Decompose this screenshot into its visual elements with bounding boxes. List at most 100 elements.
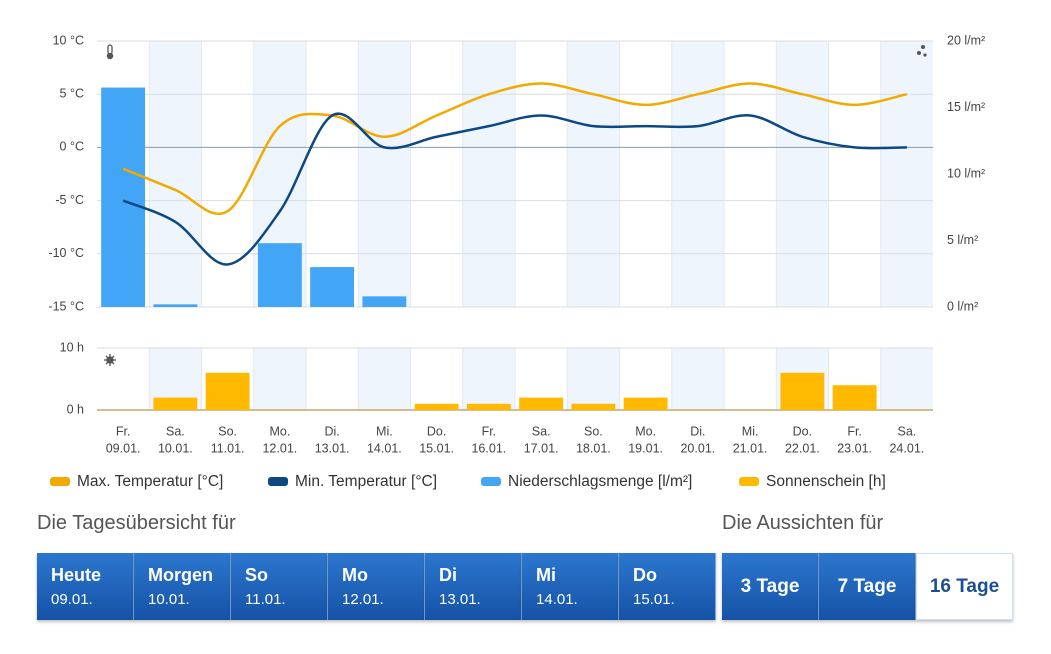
background [148, 41, 933, 410]
bar [362, 296, 407, 307]
column-stripe [671, 41, 724, 307]
x-tick-date: 21.01. [733, 441, 768, 455]
outlook-option[interactable]: 16 Tage [916, 553, 1013, 620]
y2-tick-label: 10 l/m² [947, 166, 985, 180]
x-tick-label: Mo. [635, 424, 656, 438]
outlook-option[interactable]: 3 Tage [722, 553, 819, 620]
tab-label: Mi [536, 565, 556, 585]
x-tick-date: 17.01. [524, 441, 559, 455]
y-tick-label: 0 h [67, 402, 84, 416]
bar [101, 87, 146, 307]
bar [153, 397, 198, 410]
bar [310, 267, 355, 307]
x-tick-label: Di. [690, 424, 705, 438]
day-tabs: Heute 09.01. Morgen 10.01. So 11.01. Mo 12.01. D… [37, 553, 716, 620]
x-tick-label: So. [218, 424, 237, 438]
y2-tick-label: 5 l/m² [947, 233, 978, 247]
column-stripe [149, 41, 202, 307]
x-tick-date: 11.01. [211, 441, 245, 455]
x-tick-date: 15.01. [419, 441, 454, 455]
bar [205, 372, 250, 410]
day-tab[interactable]: Mo 12.01. [328, 553, 425, 620]
y-tick-label: -15 °C [48, 299, 84, 313]
outlook-title: Die Aussichten für [722, 512, 884, 534]
line [122, 82, 908, 215]
column-stripe [358, 348, 411, 410]
x-tick-label: Do. [793, 424, 812, 438]
day-tab[interactable]: Di 13.01. [425, 553, 522, 620]
x-tick-label: Mi. [376, 424, 393, 438]
x-tick-label: Fr. [847, 424, 862, 438]
tab-date: 13.01. [439, 591, 481, 608]
column-stripe [776, 41, 829, 307]
y-tick-label: -5 °C [55, 193, 84, 207]
tab-date: 10.01. [148, 591, 190, 608]
x-tick-date: 20.01. [680, 441, 715, 455]
legend-label: Max. Temperatur [°C] [77, 473, 223, 490]
column-stripe [358, 41, 411, 307]
column-stripe [880, 348, 933, 410]
bar [257, 243, 302, 307]
tab-date: 14.01. [536, 591, 578, 608]
legend-label: Min. Temperatur [°C] [295, 473, 437, 490]
legend-label: Niederschlagsmenge [l/m²] [508, 473, 692, 490]
legend-swatch [739, 477, 759, 486]
y-tick-label: 0 °C [60, 140, 84, 154]
rain-icon [917, 45, 927, 57]
day-tab[interactable]: Morgen 10.01. [134, 553, 231, 620]
tab-date: 11.01. [245, 591, 286, 608]
bar [153, 304, 198, 307]
day-tab[interactable]: Do 15.01. [619, 553, 716, 620]
x-tick-date: 16.01. [471, 441, 506, 455]
x-tick-date: 12.01. [262, 441, 297, 455]
x-tick-date: 23.01. [837, 441, 872, 455]
column-stripe [671, 348, 724, 410]
x-tick-date: 13.01. [315, 441, 350, 455]
tab-label: Do [633, 565, 657, 585]
x-tick-label: So. [584, 424, 603, 438]
weather-chart: 10 °C 5 °C 0 °C -5 °C -10 °C -15 °C 20 l/m² 15 … [48, 33, 985, 490]
column-stripe [567, 348, 620, 410]
x-tick-date: 09.01. [106, 441, 141, 455]
thermometer-icon [106, 44, 114, 60]
day-tab[interactable]: So 11.01. [231, 553, 328, 620]
x-tick-date: 19.01. [628, 441, 663, 455]
bar [414, 403, 459, 410]
x-tick-date: 18.01. [576, 441, 611, 455]
sun-icon [104, 354, 116, 366]
legend-swatch [50, 477, 70, 486]
x-tick-label: Mi. [742, 424, 759, 438]
bar [623, 397, 668, 410]
y-tick-label: 10 h [60, 340, 84, 354]
bar [832, 385, 877, 410]
overview-title: Die Tagesübersicht für [37, 512, 236, 534]
x-tick-label: Fr. [116, 424, 131, 438]
x-tick-label: Sa. [532, 424, 551, 438]
day-tab[interactable]: Mi 14.01. [522, 553, 619, 620]
x-tick-date: 14.01. [367, 441, 402, 455]
column-stripe [253, 348, 306, 410]
column-stripe [462, 348, 515, 410]
x-tick-label: Do. [427, 424, 446, 438]
tab-date: 12.01. [342, 591, 384, 608]
x-tick-date: 22.01. [785, 441, 820, 455]
outlook-option[interactable]: 7 Tage [819, 553, 916, 620]
bar [519, 397, 564, 410]
tab-date: 09.01. [51, 591, 93, 608]
x-tick-label: Fr. [482, 424, 497, 438]
day-tab[interactable]: Heute 09.01. [37, 553, 134, 620]
bar [466, 403, 511, 410]
column-stripe [880, 41, 933, 307]
tab-label: Di [439, 565, 457, 585]
tab-label: Mo [342, 565, 368, 585]
x-tick-date: 24.01. [889, 441, 924, 455]
x-tick-label: Sa. [166, 424, 185, 438]
legend-swatch [481, 477, 501, 486]
column-stripe [462, 41, 515, 307]
column-stripe [567, 41, 620, 307]
y2-tick-label: 15 l/m² [947, 100, 985, 114]
bar [571, 403, 616, 410]
y-tick-label: 10 °C [53, 33, 84, 47]
bar [780, 372, 825, 410]
